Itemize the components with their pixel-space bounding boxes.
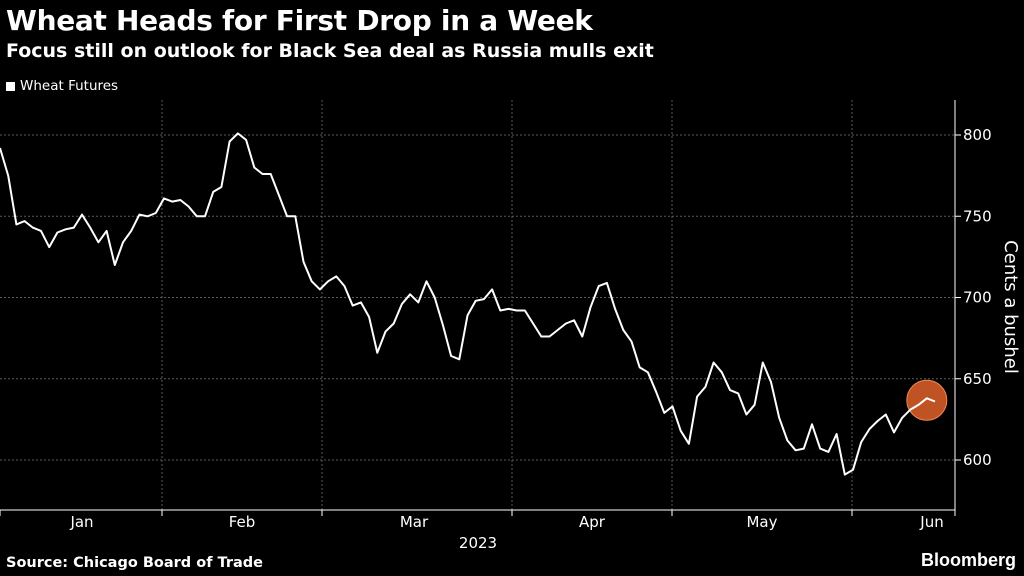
last-point-highlight bbox=[906, 379, 948, 421]
y-axis-title: Cents a bushel bbox=[1000, 240, 1021, 374]
x-tick-label-mar: Mar bbox=[400, 513, 429, 531]
series-line-wheat-futures bbox=[0, 132, 936, 476]
tick-labels: 600 650 700 750 800 Jan Feb Mar Apr May Jun bbox=[69, 126, 991, 531]
chart-subtitle: Focus still on outlook for Black Sea dea… bbox=[6, 40, 654, 62]
y-tick-label-650: 650 bbox=[963, 370, 992, 388]
x-tick-label-jan: Jan bbox=[69, 513, 93, 531]
y-tick-label-800: 800 bbox=[963, 126, 992, 144]
axes bbox=[0, 100, 961, 516]
chart-title: Wheat Heads for First Drop in a Week bbox=[6, 4, 593, 37]
y-tick-label-700: 700 bbox=[963, 289, 992, 307]
source-note: Source: Chicago Board of Trade bbox=[6, 555, 263, 571]
y-tick-label-750: 750 bbox=[963, 207, 992, 225]
y-tick-label-600: 600 bbox=[963, 451, 992, 469]
grid-lines bbox=[0, 100, 955, 510]
x-tick-label-feb: Feb bbox=[229, 513, 256, 531]
legend-swatch-icon bbox=[6, 81, 15, 91]
bloomberg-logo: Bloomberg bbox=[920, 550, 1016, 570]
x-tick-label-apr: Apr bbox=[579, 513, 606, 531]
x-axis-year-label: 2023 bbox=[459, 534, 497, 552]
legend: Wheat Futures bbox=[6, 78, 118, 94]
x-tick-label-jun: Jun bbox=[919, 513, 943, 531]
legend-label: Wheat Futures bbox=[20, 78, 119, 94]
x-tick-label-may: May bbox=[746, 513, 777, 531]
